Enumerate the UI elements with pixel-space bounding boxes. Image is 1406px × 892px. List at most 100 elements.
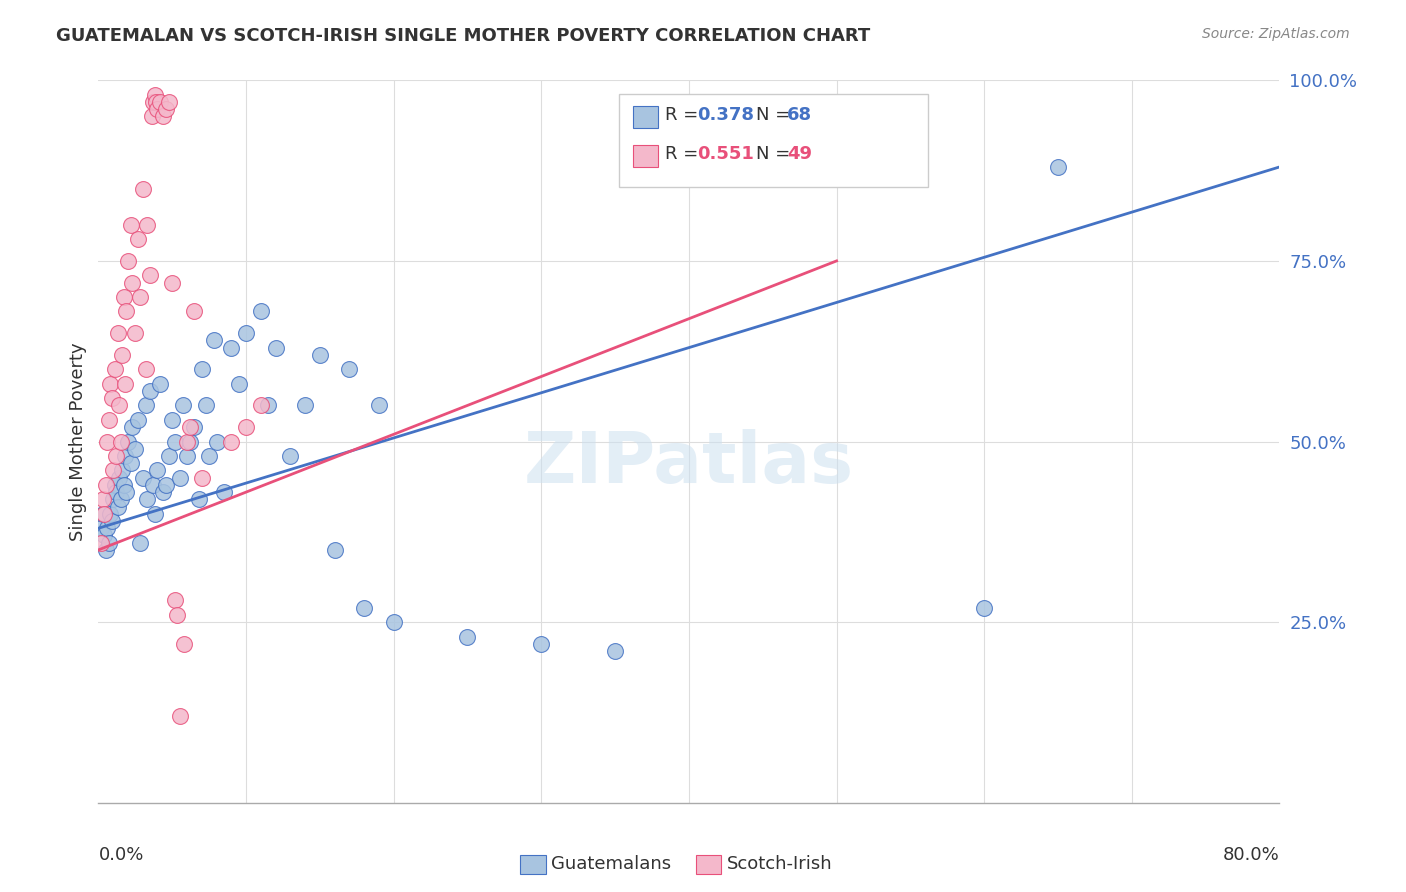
Guatemalans [117, 434, 139, 449]
Scotch-Irish [136, 218, 159, 232]
Guatemalans [257, 398, 280, 412]
Guatemalans [120, 456, 142, 470]
Scotch-Irish [143, 87, 166, 102]
Scotch-Irish [139, 268, 162, 283]
Scotch-Irish [157, 95, 180, 109]
Guatemalans [162, 413, 183, 427]
Scotch-Irish [166, 607, 188, 622]
Guatemalans [136, 492, 159, 507]
Guatemalans [179, 434, 201, 449]
Guatemalans [149, 376, 172, 391]
Guatemalans [98, 507, 121, 521]
Guatemalans [368, 398, 391, 412]
Guatemalans [135, 398, 157, 412]
Guatemalans [91, 507, 114, 521]
Scotch-Irish [127, 232, 149, 246]
Guatemalans [104, 478, 127, 492]
Scotch-Irish [114, 376, 136, 391]
Guatemalans [169, 470, 191, 484]
Scotch-Irish [100, 391, 122, 405]
Text: ZIPatlas: ZIPatlas [524, 429, 853, 498]
Scotch-Irish [183, 304, 205, 318]
Guatemalans [96, 521, 118, 535]
Guatemalans [115, 485, 138, 500]
Scotch-Irish [152, 110, 174, 124]
Scotch-Irish [169, 709, 191, 723]
Guatemalans [187, 492, 209, 507]
Text: 68: 68 [787, 106, 813, 124]
Scotch-Irish [145, 95, 167, 109]
Guatemalans [157, 449, 180, 463]
Scotch-Irish [93, 507, 115, 521]
Guatemalans [280, 449, 302, 463]
Text: 80.0%: 80.0% [1223, 847, 1279, 864]
Guatemalans [202, 334, 225, 348]
Guatemalans [191, 362, 214, 376]
Scotch-Irish [191, 470, 214, 484]
Scotch-Irish [104, 362, 127, 376]
Scotch-Irish [120, 218, 142, 232]
Text: R =: R = [665, 145, 704, 163]
Guatemalans [111, 463, 134, 477]
Guatemalans [143, 507, 166, 521]
Scotch-Irish [115, 304, 138, 318]
Guatemalans [155, 478, 177, 492]
Guatemalans [127, 413, 149, 427]
Guatemalans [139, 384, 162, 398]
Text: R =: R = [665, 106, 704, 124]
Guatemalans [94, 542, 117, 557]
Scotch-Irish [128, 290, 150, 304]
Scotch-Irish [121, 276, 143, 290]
Scotch-Irish [117, 253, 139, 268]
Text: Scotch-Irish: Scotch-Irish [727, 855, 832, 873]
Scotch-Irish [155, 102, 177, 116]
Guatemalans [97, 535, 120, 549]
Scotch-Irish [132, 182, 155, 196]
Scotch-Irish [112, 290, 135, 304]
Guatemalans [530, 637, 553, 651]
Guatemalans [221, 341, 243, 355]
Guatemalans [165, 434, 187, 449]
Guatemalans [353, 600, 375, 615]
Text: N =: N = [756, 145, 796, 163]
Scotch-Irish [124, 326, 146, 340]
Scotch-Irish [94, 478, 117, 492]
Scotch-Irish [162, 276, 183, 290]
Scotch-Irish [149, 95, 172, 109]
Scotch-Irish [165, 593, 187, 607]
Guatemalans [212, 485, 235, 500]
Guatemalans [107, 500, 129, 514]
Text: Source: ZipAtlas.com: Source: ZipAtlas.com [1202, 27, 1350, 41]
Guatemalans [382, 615, 405, 630]
Text: 0.0%: 0.0% [98, 847, 143, 864]
Scotch-Irish [179, 420, 201, 434]
Guatemalans [152, 485, 174, 500]
Guatemalans [103, 492, 125, 507]
Guatemalans [146, 463, 169, 477]
Guatemalans [294, 398, 316, 412]
Guatemalans [110, 492, 132, 507]
Guatemalans [205, 434, 228, 449]
Guatemalans [309, 348, 332, 362]
Guatemalans [112, 478, 135, 492]
Guatemalans [235, 326, 257, 340]
Scotch-Irish [135, 362, 157, 376]
Text: GUATEMALAN VS SCOTCH-IRISH SINGLE MOTHER POVERTY CORRELATION CHART: GUATEMALAN VS SCOTCH-IRISH SINGLE MOTHER… [56, 27, 870, 45]
Guatemalans [132, 470, 155, 484]
Guatemalans [195, 398, 218, 412]
Guatemalans [114, 449, 136, 463]
Guatemalans [172, 398, 194, 412]
Scotch-Irish [142, 95, 165, 109]
Scotch-Irish [98, 376, 121, 391]
Scotch-Irish [105, 449, 128, 463]
Guatemalans [973, 600, 995, 615]
Guatemalans [128, 535, 150, 549]
Guatemalans [198, 449, 221, 463]
Text: 0.378: 0.378 [697, 106, 755, 124]
Scotch-Irish [91, 492, 114, 507]
Scotch-Irish [250, 398, 273, 412]
Scotch-Irish [90, 535, 112, 549]
Text: 49: 49 [787, 145, 813, 163]
Guatemalans [176, 449, 198, 463]
Guatemalans [90, 521, 112, 535]
